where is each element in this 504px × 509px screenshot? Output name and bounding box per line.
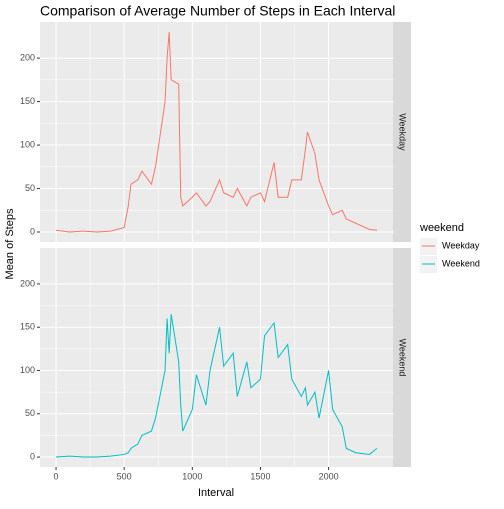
legend-title: weekend [419,222,464,234]
y-tick-label: 0 [30,226,35,236]
y-tick-label: 200 [20,52,35,62]
panel-background [40,248,393,467]
panel-background [40,22,393,242]
x-tick-label: 2000 [319,471,339,481]
x-tick-label: 1000 [182,471,202,481]
x-axis-label: Interval [198,487,234,499]
facet-label: Weekday [398,113,408,151]
y-tick-label: 50 [25,408,35,418]
legend-label: Weekday [442,240,480,250]
facet-strip [393,22,411,242]
facet-label: Weekend [398,339,408,377]
y-tick-label: 150 [20,322,35,332]
series-line [56,314,378,458]
series-line [55,31,378,233]
y-tick-label: 200 [20,278,35,288]
x-tick-label: 500 [117,471,132,481]
y-tick-label: 50 [25,183,35,193]
facet-strip [393,248,411,467]
y-axis-label: Mean of Steps [4,208,16,279]
y-tick-label: 150 [20,96,35,106]
chart-title: Comparison of Average Number of Steps in… [40,3,395,19]
y-tick-label: 0 [30,451,35,461]
y-tick-label: 100 [20,139,35,149]
x-tick-label: 1500 [250,471,270,481]
x-tick-label: 0 [54,471,59,481]
y-tick-label: 100 [20,365,35,375]
legend-label: Weekend [442,258,480,268]
